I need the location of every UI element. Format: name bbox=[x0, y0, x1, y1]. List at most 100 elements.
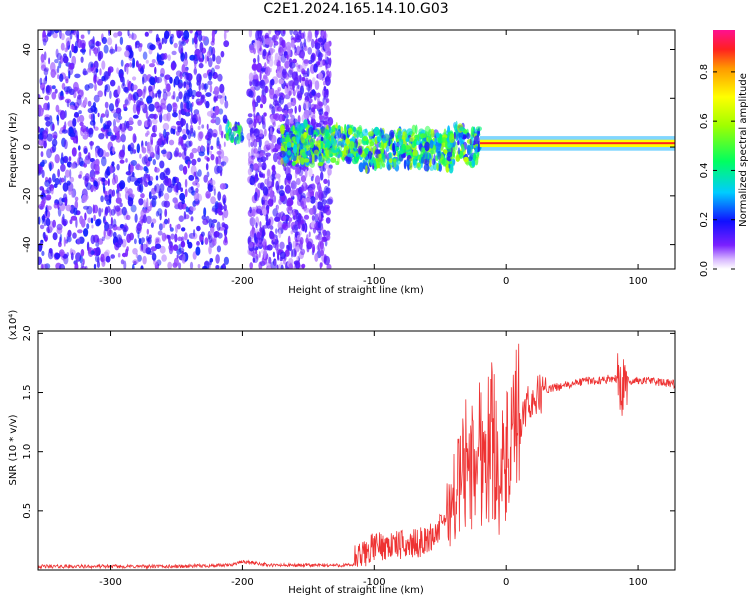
bottom-axes: -300 -200 -100 0 100 0.5 1.0 1.5 2.0 bbox=[22, 325, 675, 588]
spectrogram-cell-0 bbox=[183, 147, 187, 157]
spectrogram-cell-0 bbox=[205, 163, 209, 171]
spectrogram-cell-3 bbox=[296, 124, 303, 134]
spectrogram-cell-2 bbox=[326, 198, 333, 205]
spectrogram-cell-0 bbox=[148, 191, 152, 200]
spectrogram-cell-2 bbox=[270, 78, 275, 86]
spectrogram-cell-3 bbox=[467, 145, 472, 155]
spectrogram-cell-0 bbox=[205, 92, 212, 97]
spectrogram-cell-0 bbox=[191, 158, 197, 166]
spectrogram-cell-0 bbox=[137, 231, 140, 239]
spectrogram-cell-3 bbox=[462, 133, 467, 139]
spectrogram-cell-0 bbox=[184, 90, 187, 100]
spectrogram-cell-0 bbox=[151, 132, 157, 138]
spectrogram-cell-2 bbox=[278, 229, 282, 239]
spectrogram-cell-0 bbox=[221, 263, 226, 269]
spectrogram-cell-2 bbox=[250, 141, 254, 147]
bottom-y-tick-label: 1.0 bbox=[22, 444, 33, 460]
spectrogram-cell-0 bbox=[200, 235, 204, 243]
spectrogram-cell-0 bbox=[124, 186, 129, 194]
spectrogram-cell-0 bbox=[44, 95, 50, 101]
spectrogram-cell-2 bbox=[311, 89, 316, 96]
spectrogram-cell-0 bbox=[159, 172, 166, 181]
spectrogram-cell-0 bbox=[119, 180, 126, 190]
spectrogram-cell-0 bbox=[122, 144, 126, 153]
spectrogram-cell-3 bbox=[309, 141, 315, 149]
spectrogram-cell-0 bbox=[70, 252, 74, 261]
spectrogram-cell-0 bbox=[41, 191, 45, 200]
spectrogram-cell-2 bbox=[311, 38, 315, 49]
spectrogram-cell-0 bbox=[138, 237, 142, 245]
spectrogram-cell-0 bbox=[208, 245, 212, 255]
spectrogram-cell-0 bbox=[148, 48, 153, 55]
spectrogram-line-core bbox=[479, 142, 675, 145]
spectrogram-cell-0 bbox=[148, 103, 155, 112]
spectrogram-cell-1 bbox=[225, 124, 229, 134]
spectrogram-cell-3 bbox=[430, 128, 435, 138]
spectrogram-cell-0 bbox=[203, 83, 209, 90]
spectrogram-cell-0 bbox=[130, 83, 135, 92]
spectrogram-cell-0 bbox=[132, 133, 137, 144]
spectrogram-cell-3 bbox=[330, 145, 336, 153]
spectrogram-cell-3 bbox=[313, 149, 319, 155]
spectrogram-cell-0 bbox=[80, 102, 86, 108]
spectrogram-cell-0 bbox=[176, 96, 180, 103]
spectrogram-cell-0 bbox=[59, 233, 63, 243]
spectrogram-cell-2 bbox=[283, 51, 288, 56]
spectrogram-cell-0 bbox=[147, 156, 153, 162]
spectrogram-cell-3 bbox=[409, 145, 413, 155]
bottom-yscale-note: (x10⁴) bbox=[8, 310, 19, 341]
spectrogram-cell-0 bbox=[219, 83, 225, 94]
spectrogram-cell-0 bbox=[125, 214, 131, 221]
spectrogram-cell-0 bbox=[101, 208, 104, 213]
spectrogram-cell-0 bbox=[68, 156, 72, 162]
spectrogram-cell-3 bbox=[362, 146, 365, 152]
spectrogram-cell-0 bbox=[138, 101, 144, 106]
spectrogram-cell-3 bbox=[288, 130, 294, 136]
spectrogram-cell-0 bbox=[141, 193, 145, 199]
spectrogram-cell-0 bbox=[129, 142, 135, 152]
spectrogram-cell-2 bbox=[254, 191, 258, 201]
spectrogram-cell-0 bbox=[106, 227, 112, 237]
spectrogram-cell-2 bbox=[246, 117, 253, 125]
spectrogram-cell-0 bbox=[51, 91, 57, 100]
spectrogram-cell-0 bbox=[38, 138, 45, 146]
spectrogram-cell-0 bbox=[127, 30, 130, 37]
spectrogram-cell-0 bbox=[58, 197, 64, 206]
spectrogram-cell-0 bbox=[126, 66, 129, 75]
spectrogram-cell-3 bbox=[338, 140, 342, 146]
spectrogram-cell-3 bbox=[292, 124, 295, 133]
spectrogram-cell-3 bbox=[408, 139, 411, 148]
spectrogram-cell-0 bbox=[198, 151, 205, 157]
spectrogram-cell-2 bbox=[296, 234, 301, 241]
spectrogram-cell-2 bbox=[303, 38, 307, 48]
spectrogram-cell-3 bbox=[388, 158, 393, 164]
spectrogram-cell-0 bbox=[78, 114, 85, 123]
spectrogram-cell-2 bbox=[262, 199, 269, 206]
spectrogram-cell-0 bbox=[180, 118, 186, 126]
spectrogram-cell-2 bbox=[269, 127, 273, 136]
spectrogram-cell-0 bbox=[210, 154, 215, 161]
spectrogram-cell-0 bbox=[223, 204, 227, 212]
spectrogram-cell-0 bbox=[190, 127, 194, 133]
spectrogram-cell-0 bbox=[131, 62, 135, 69]
spectrogram-cell-0 bbox=[80, 218, 86, 228]
spectrogram-cell-0 bbox=[110, 79, 116, 87]
spectrogram-cell-0 bbox=[119, 202, 123, 208]
spectrogram-cell-0 bbox=[189, 152, 194, 160]
chart-title: C2E1.2024.165.14.10.G03 bbox=[263, 1, 449, 17]
spectrogram-cell-3 bbox=[411, 124, 416, 135]
spectrogram-cell-0 bbox=[218, 108, 224, 115]
spectrogram-cell-0 bbox=[132, 263, 135, 269]
spectrogram-cell-0 bbox=[158, 191, 164, 197]
spectrogram-cell-0 bbox=[182, 253, 186, 263]
spectrogram-cell-3 bbox=[318, 155, 324, 163]
spectrogram-cell-0 bbox=[178, 262, 182, 269]
spectrogram-cell-0 bbox=[126, 233, 132, 243]
spectrogram-cell-0 bbox=[132, 91, 139, 101]
spectrogram-cell-0 bbox=[218, 124, 222, 133]
spectrogram-cell-2 bbox=[319, 205, 326, 212]
spectrogram-cell-0 bbox=[82, 258, 85, 266]
spectrogram-cell-0 bbox=[40, 151, 44, 158]
spectrogram-cell-0 bbox=[184, 214, 190, 220]
spectrogram-cell-0 bbox=[87, 30, 91, 35]
